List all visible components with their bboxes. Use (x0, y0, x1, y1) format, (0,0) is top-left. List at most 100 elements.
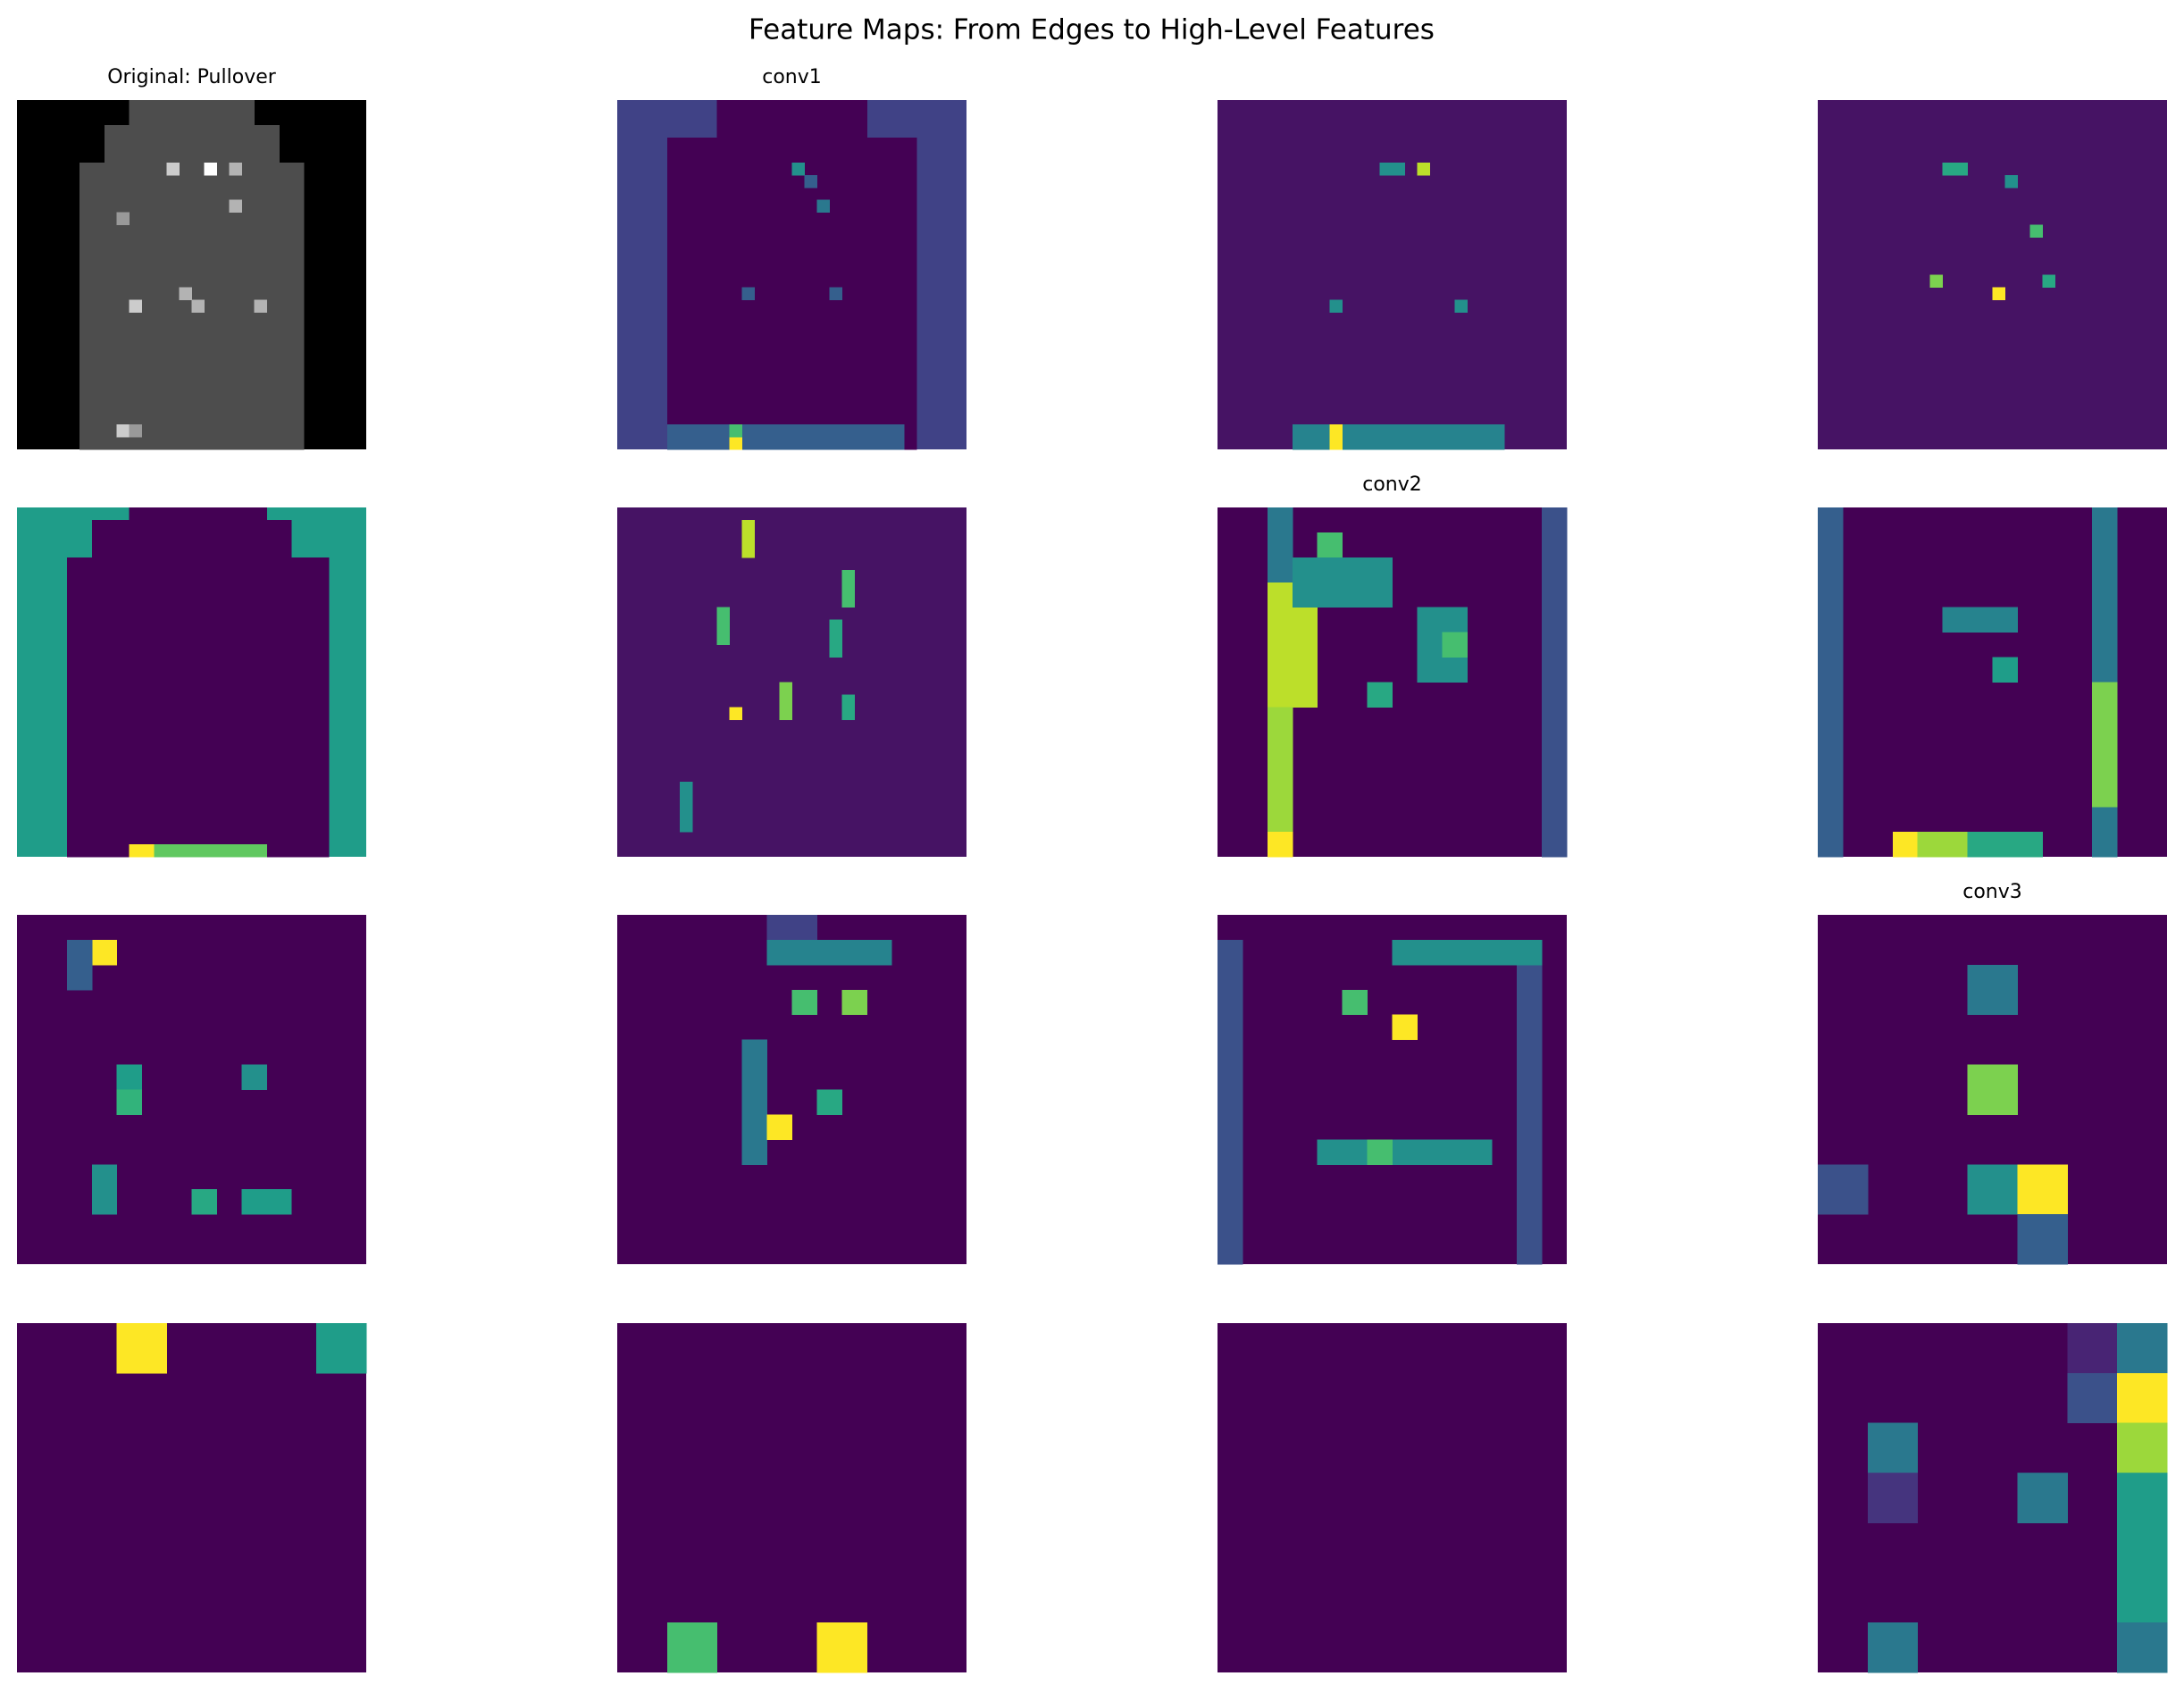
map-cell (2017, 1214, 2068, 1265)
map-cell (829, 287, 842, 300)
figure-title: Feature Maps: From Edges to High-Level F… (749, 14, 1435, 46)
map-cell (1292, 424, 1505, 450)
map-cell (1367, 682, 1393, 708)
map-cell (816, 1089, 842, 1115)
feature-map (1818, 507, 2167, 858)
map-cell (191, 299, 205, 313)
feature-map (17, 915, 366, 1264)
map-cell (66, 557, 330, 845)
map-cell (254, 299, 267, 313)
map-cell (716, 100, 867, 138)
map-cell (116, 1089, 143, 1115)
map-cell (1818, 507, 1844, 858)
map-cell (1317, 1139, 1493, 1165)
map-cell (1392, 939, 1543, 966)
map-cell (816, 1622, 867, 1673)
map-cell (1292, 557, 1393, 608)
map-cell (2092, 682, 2118, 808)
feature-map (617, 1323, 966, 1673)
map-background (1218, 915, 1567, 1264)
map-cell (1442, 632, 1468, 658)
map-cell (2117, 1472, 2168, 1623)
map-cell (766, 915, 817, 941)
map-cell (154, 844, 267, 858)
map-cell (1267, 707, 1293, 833)
map-cell (316, 1323, 367, 1374)
map-cell (116, 212, 130, 226)
map-cell (129, 299, 143, 313)
feature-map (17, 100, 366, 450)
map-cell (129, 844, 155, 858)
map-cell (716, 607, 731, 646)
panel-title: conv2 (1362, 474, 1422, 496)
feature-map (1218, 100, 1567, 450)
feature-map (17, 507, 366, 858)
map-cell (804, 174, 817, 189)
map-cell (741, 1039, 768, 1165)
map-cell (2117, 1622, 2168, 1673)
map-cell (729, 437, 743, 450)
map-cell (791, 162, 805, 176)
map-cell (241, 1189, 292, 1215)
map-cell (241, 1064, 267, 1090)
map-background (617, 915, 966, 1264)
map-cell (1967, 1064, 2018, 1115)
map-cell (1967, 832, 2043, 858)
map-cell (666, 1622, 718, 1673)
map-cell (2117, 1422, 2168, 1474)
map-cell (2042, 274, 2055, 288)
map-cell (666, 137, 917, 450)
map-cell (1818, 1164, 1869, 1215)
feature-map (1818, 1323, 2168, 1673)
map-cell (1218, 939, 1243, 1265)
map-cell (2117, 1372, 2168, 1424)
map-cell (2004, 174, 2018, 189)
map-cell (1342, 989, 1368, 1016)
map-cell (1392, 1014, 1418, 1041)
map-cell (1967, 1164, 2018, 1215)
map-cell (2067, 1323, 2118, 1374)
map-cell (179, 287, 192, 300)
map-cell (829, 619, 842, 658)
map-cell (2017, 1164, 2068, 1215)
map-cell (766, 1114, 792, 1140)
map-cell (766, 939, 892, 966)
map-cell (129, 424, 143, 438)
map-cell (2017, 1472, 2068, 1523)
map-cell (129, 100, 255, 126)
map-cell (666, 424, 905, 450)
feature-map (1218, 915, 1567, 1265)
panel-title: Original: Pullover (107, 66, 277, 88)
map-cell (1267, 832, 1293, 858)
map-cell (841, 569, 855, 608)
panel-title: conv3 (1962, 881, 2022, 903)
map-cell (1542, 507, 1568, 858)
map-background (1218, 100, 1567, 449)
map-cell (679, 782, 693, 833)
map-cell (1942, 162, 1969, 176)
map-cell (116, 1323, 168, 1374)
map-cell (1329, 299, 1343, 313)
feature-map (617, 915, 966, 1264)
feature-map (1818, 915, 2167, 1265)
map-cell (166, 162, 180, 176)
map-cell (229, 162, 242, 176)
map-cell (816, 199, 830, 214)
map-cell (1867, 1422, 1919, 1474)
map-cell (2117, 1323, 2168, 1374)
map-cell (1454, 299, 1468, 313)
map-cell (1992, 287, 2005, 300)
map-background (17, 1323, 366, 1672)
map-cell (741, 287, 756, 300)
map-cell (116, 1064, 143, 1090)
map-cell (779, 682, 792, 720)
map-cell (729, 707, 743, 720)
map-cell (191, 1189, 217, 1215)
map-cell (729, 424, 743, 438)
map-cell (1517, 939, 1543, 1265)
map-cell (91, 519, 292, 558)
map-cell (204, 162, 217, 176)
feature-map (1218, 507, 1568, 858)
